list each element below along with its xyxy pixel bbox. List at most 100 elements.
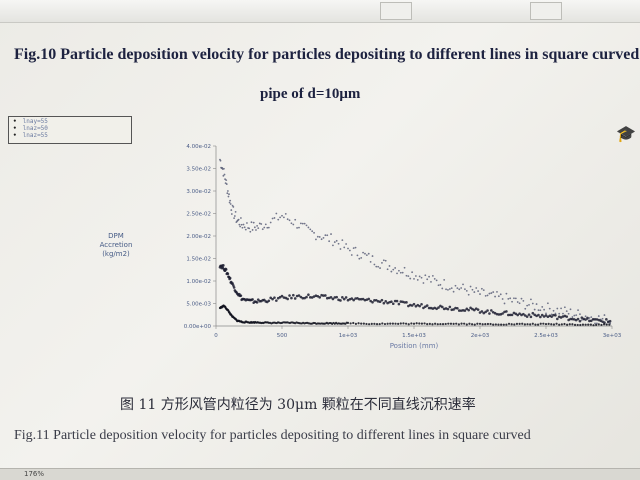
data-point-lnay-55 — [257, 227, 260, 230]
data-point-lnay-55 — [590, 316, 593, 319]
toolbar-button[interactable] — [380, 2, 412, 20]
data-point-lnay-55 — [246, 222, 248, 224]
data-point-lnay-55 — [565, 310, 568, 313]
data-point-lnaz-55 — [597, 323, 600, 326]
data-point-lnay-55 — [563, 306, 566, 309]
data-point-lnaz-50 — [586, 316, 589, 320]
data-point-lnaz-55 — [370, 322, 373, 325]
viewer-toolbar — [0, 0, 640, 23]
data-point-lnaz-50 — [410, 304, 414, 307]
data-point-lnaz-55 — [470, 323, 474, 326]
data-point-lnay-55 — [226, 190, 229, 192]
data-point-lnay-55 — [305, 224, 308, 227]
data-point-lnaz-50 — [239, 294, 243, 297]
data-point-lnaz-50 — [371, 300, 374, 304]
y-tick-label: 5.00e-03 — [186, 302, 211, 308]
data-point-lnay-55 — [479, 293, 481, 295]
data-point-lnaz-55 — [415, 322, 418, 325]
data-point-lnay-55 — [255, 229, 257, 231]
zoom-level[interactable]: 176% — [24, 470, 45, 478]
data-point-lnay-55 — [279, 216, 282, 219]
data-point-lnaz-55 — [418, 322, 421, 325]
data-point-lnaz-50 — [397, 302, 401, 306]
data-point-lnaz-55 — [510, 323, 513, 326]
data-point-lnay-55 — [603, 314, 606, 316]
legend-marker-icon: • — [13, 125, 17, 132]
legend-label: lnaz=50 — [22, 125, 48, 132]
data-point-lnaz-50 — [574, 318, 578, 322]
data-point-lnay-55 — [531, 302, 534, 305]
data-point-lnaz-50 — [569, 317, 572, 321]
data-point-lnay-55 — [445, 288, 447, 291]
data-point-lnay-55 — [377, 265, 380, 268]
data-point-lnay-55 — [537, 309, 540, 312]
data-point-lnay-55 — [253, 226, 256, 229]
data-point-lnaz-50 — [531, 311, 535, 315]
data-point-lnay-55 — [347, 247, 349, 250]
data-point-lnaz-55 — [465, 323, 468, 326]
data-point-lnaz-55 — [434, 322, 437, 325]
data-point-lnaz-50 — [329, 296, 333, 299]
data-point-lnaz-50 — [522, 312, 525, 316]
data-point-lnay-55 — [407, 275, 410, 277]
data-point-lnaz-50 — [299, 295, 303, 299]
data-point-lnaz-55 — [402, 322, 405, 325]
fig11-caption-cn: 图 11 方形风管内粒径为 30μm 颗粒在不同直线沉积速率 — [120, 397, 476, 413]
data-point-lnaz-50 — [374, 298, 378, 302]
data-point-lnay-55 — [528, 304, 530, 306]
data-point-lnay-55 — [222, 174, 225, 177]
data-point-lnaz-50 — [267, 299, 271, 303]
data-point-lnaz-50 — [288, 294, 291, 297]
data-point-lnay-55 — [261, 228, 264, 231]
data-point-lnay-55 — [394, 267, 397, 269]
data-point-lnaz-55 — [397, 322, 400, 325]
data-point-lnaz-50 — [280, 294, 284, 298]
data-point-lnay-55 — [571, 316, 574, 318]
data-point-lnay-55 — [250, 221, 253, 224]
toolbar-button[interactable] — [530, 2, 562, 20]
data-point-lnaz-55 — [589, 323, 592, 326]
data-point-lnay-55 — [230, 213, 233, 215]
data-point-lnay-55 — [286, 218, 289, 221]
data-point-lnaz-50 — [354, 297, 357, 300]
data-point-lnay-55 — [225, 179, 228, 182]
data-point-lnay-55 — [456, 287, 459, 290]
data-point-lnay-55 — [405, 274, 408, 277]
data-point-lnaz-50 — [361, 297, 365, 301]
data-point-lnay-55 — [309, 228, 312, 231]
graduation-cap-icon[interactable]: 🎓 — [616, 124, 636, 143]
data-point-lnay-55 — [426, 278, 429, 281]
data-point-lnaz-55 — [463, 322, 466, 325]
data-point-lnay-55 — [507, 297, 510, 300]
data-point-lnay-55 — [462, 283, 464, 286]
legend-entry: • lnaz=55 — [13, 132, 48, 139]
data-point-lnaz-50 — [228, 276, 232, 280]
data-point-lnaz-55 — [473, 323, 476, 326]
data-point-lnaz-55 — [476, 322, 479, 325]
data-point-lnaz-55 — [539, 322, 542, 325]
data-point-lnaz-55 — [455, 322, 458, 325]
data-point-lnaz-55 — [497, 323, 500, 326]
data-point-lnay-55 — [266, 226, 269, 229]
data-point-lnay-55 — [227, 195, 230, 198]
data-point-lnay-55 — [484, 294, 487, 297]
data-point-lnay-55 — [388, 265, 391, 267]
data-point-lnay-55 — [392, 268, 395, 271]
data-point-lnaz-55 — [502, 323, 505, 326]
data-point-lnaz-50 — [424, 305, 427, 308]
data-point-lnaz-55 — [600, 323, 603, 327]
data-point-lnay-55 — [503, 302, 506, 305]
y-tick-label: 2.00e-02 — [186, 234, 211, 240]
data-point-lnay-55 — [443, 278, 446, 281]
data-point-lnaz-50 — [339, 299, 342, 302]
data-point-lnay-55 — [369, 260, 372, 263]
legend-label: lnaz=55 — [22, 132, 48, 139]
ylabel-line: DPM — [108, 232, 124, 240]
data-point-lnay-55 — [560, 307, 562, 310]
data-point-lnay-55 — [284, 212, 287, 215]
data-point-lnaz-55 — [389, 322, 392, 325]
data-point-lnay-55 — [275, 212, 278, 215]
data-point-lnaz-50 — [307, 293, 310, 297]
data-point-lnaz-55 — [507, 322, 511, 325]
data-point-lnay-55 — [228, 193, 230, 196]
